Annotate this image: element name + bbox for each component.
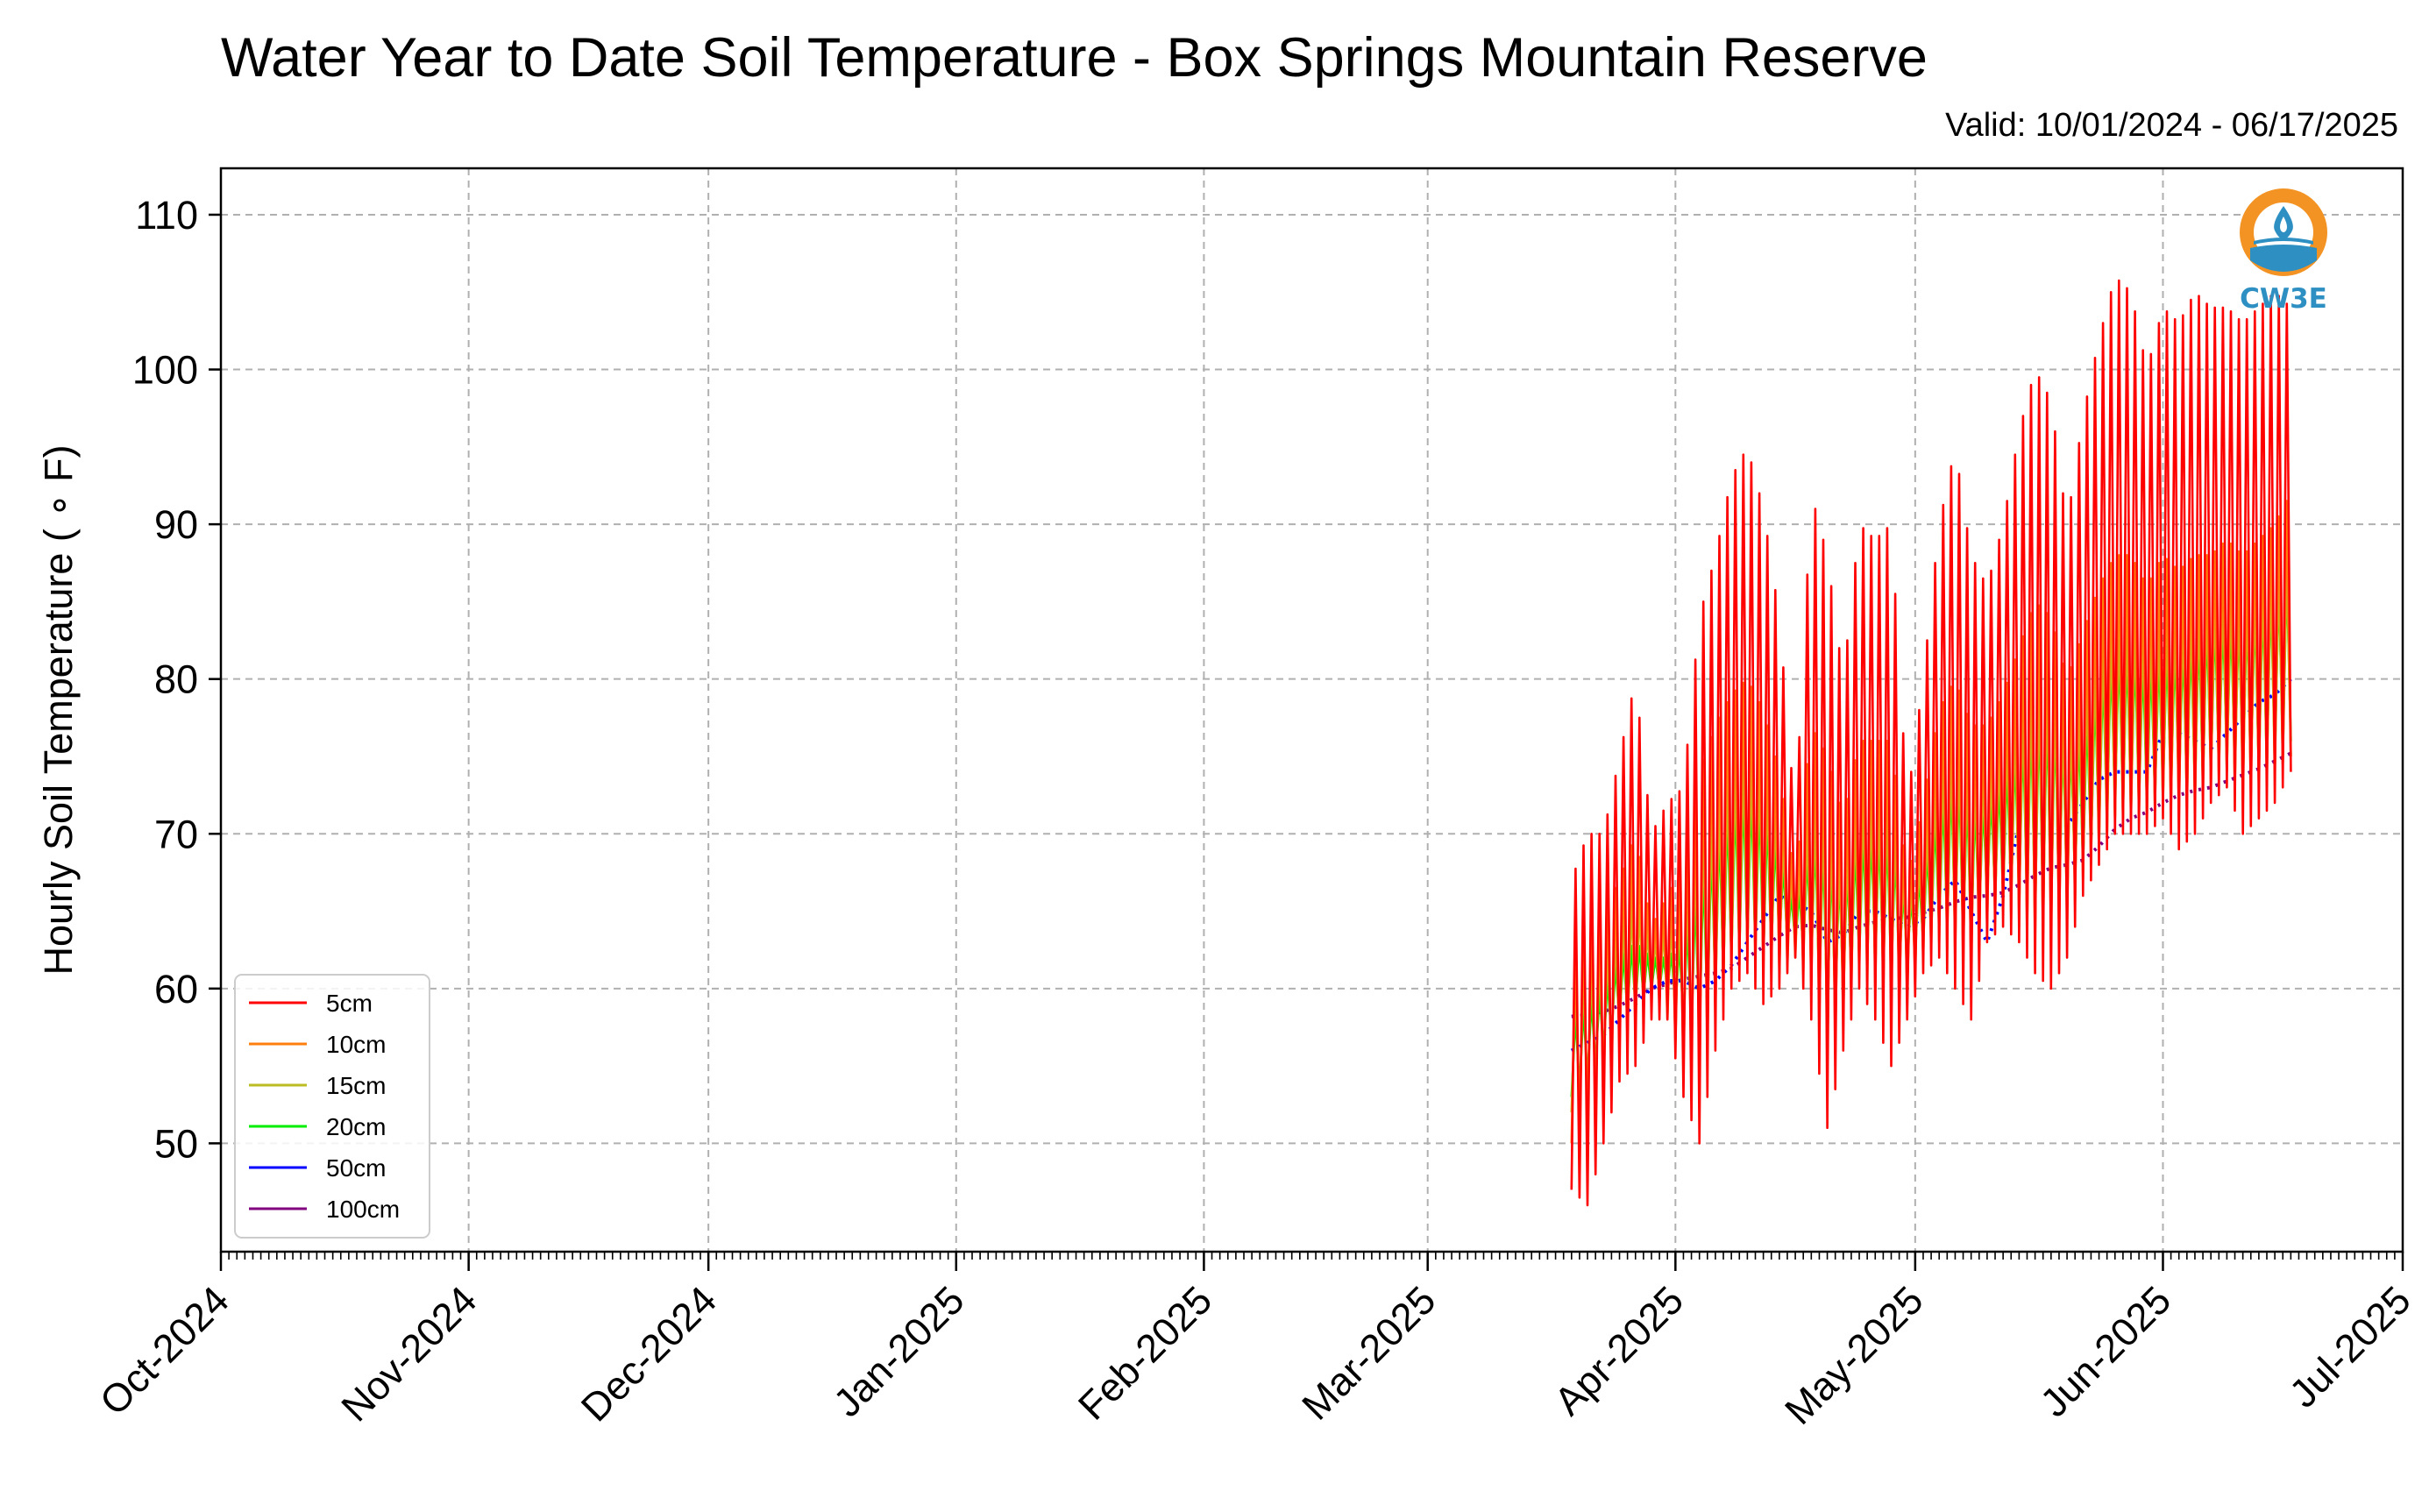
x-tick-label: Jul-2025 bbox=[2281, 1277, 2419, 1416]
y-axis-label: Hourly Soil Temperature ( ∘ F) bbox=[36, 444, 81, 975]
x-tick-label: Nov-2024 bbox=[332, 1277, 485, 1430]
x-tick-label: Dec-2024 bbox=[572, 1277, 725, 1430]
legend-label-10cm: 10cm bbox=[326, 1031, 386, 1058]
x-tick-label: Mar-2025 bbox=[1293, 1277, 1444, 1428]
y-tick-label: 60 bbox=[154, 967, 198, 1012]
y-tick-label: 90 bbox=[154, 502, 198, 547]
series-line-5cm bbox=[1570, 279, 2292, 1207]
chart-title: Water Year to Date Soil Temperature - Bo… bbox=[221, 27, 1928, 89]
plot-frame bbox=[219, 167, 2404, 1253]
x-tick-label: Apr-2025 bbox=[1545, 1277, 1692, 1423]
legend-box bbox=[234, 974, 430, 1239]
y-tick-label: 50 bbox=[154, 1121, 198, 1166]
legend-label-50cm: 50cm bbox=[326, 1154, 386, 1182]
y-tick-label: 80 bbox=[154, 657, 198, 702]
x-tick-label: May-2025 bbox=[1776, 1277, 1932, 1433]
x-tick-label: Oct-2024 bbox=[91, 1277, 238, 1423]
x-tick-label: Jan-2025 bbox=[825, 1277, 973, 1425]
y-tick-label: 100 bbox=[132, 348, 198, 393]
legend-label-20cm: 20cm bbox=[326, 1113, 386, 1140]
legend-label-15cm: 15cm bbox=[326, 1072, 386, 1099]
x-tick-label: Jun-2025 bbox=[2032, 1277, 2180, 1425]
x-tick-label: Feb-2025 bbox=[1069, 1277, 1220, 1428]
chart-subtitle: Valid: 10/01/2024 - 06/17/2025 bbox=[1945, 107, 2398, 144]
cw3e-logo-text: CW3E bbox=[2240, 283, 2327, 315]
cw3e-logo: CW3E bbox=[2231, 180, 2336, 320]
y-tick-label: 70 bbox=[154, 812, 198, 856]
y-tick-label: 110 bbox=[135, 193, 198, 238]
legend-label-5cm: 5cm bbox=[326, 990, 373, 1017]
cw3e-logo-icon bbox=[2240, 188, 2327, 276]
legend-label-100cm: 100cm bbox=[326, 1196, 400, 1223]
